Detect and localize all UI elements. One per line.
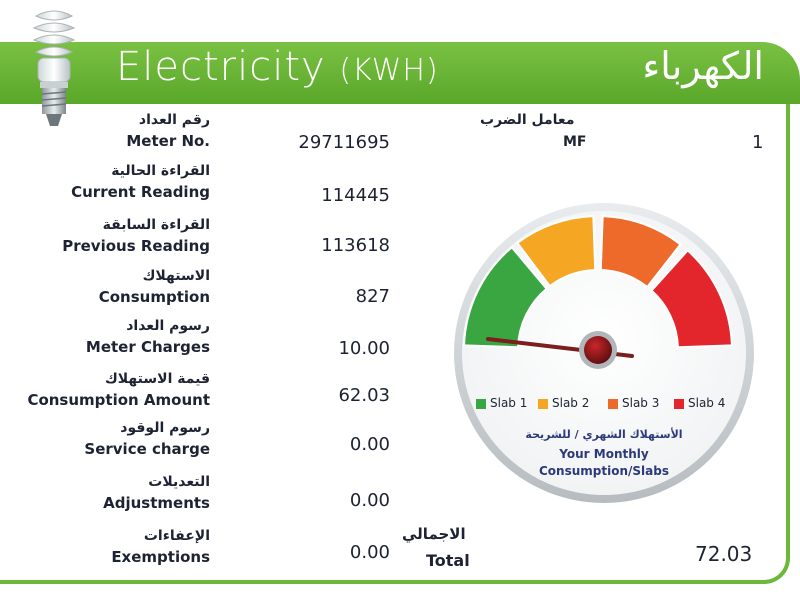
legend-slab-3: Slab 3 bbox=[608, 396, 659, 410]
header-banner: Electricity (KWH) الكهرباء bbox=[0, 42, 800, 104]
consumption-amount-value: 62.03 bbox=[338, 385, 390, 406]
adjustments-value: 0.00 bbox=[349, 490, 390, 511]
previous-reading-label: Previous Reading bbox=[62, 237, 210, 255]
row-meter-no: رقم العداد Meter No. 29711695 bbox=[0, 112, 400, 158]
consumption-value: 827 bbox=[355, 286, 390, 307]
meter-charges-label: Meter Charges bbox=[85, 338, 210, 356]
gauge-hub-icon bbox=[584, 336, 612, 364]
meter-no-label-ar: رقم العداد bbox=[138, 112, 210, 128]
consumption-gauge bbox=[454, 203, 754, 503]
header-title-en: Electricity (KWH) bbox=[116, 44, 439, 90]
row-current-reading: القراءة الحالية Current Reading 114445 bbox=[0, 163, 400, 209]
adjustments-label: Adjustments bbox=[103, 494, 210, 512]
row-service-charge: رسوم الوقود Service charge 0.00 bbox=[0, 420, 400, 466]
row-exemptions: الإعفاءات Exemptions 0.00 bbox=[0, 528, 400, 574]
current-reading-label: Current Reading bbox=[71, 183, 210, 201]
meter-charges-label-ar: رسوم العداد bbox=[126, 318, 210, 334]
service-charge-label: Service charge bbox=[84, 440, 210, 458]
gauge-caption-line-2: Consumption/Slabs bbox=[539, 464, 669, 478]
meter-no-label: Meter No. bbox=[126, 132, 210, 150]
gauge-slab-2 bbox=[515, 215, 597, 288]
legend-slab-1: Slab 1 bbox=[476, 396, 527, 410]
mf-label: MF bbox=[563, 134, 587, 150]
total-label: Total bbox=[426, 551, 470, 570]
gauge-caption-ar: الأستهلاك الشهري / للشريحة bbox=[525, 428, 683, 441]
gauge-slab-4 bbox=[650, 249, 733, 349]
row-previous-reading: القراءة السابقة Previous Reading 113618 bbox=[0, 217, 400, 263]
row-adjustments: التعديلات Adjustments 0.00 bbox=[0, 474, 400, 520]
consumption-amount-label: Consumption Amount bbox=[27, 391, 210, 409]
gauge-legend: Slab 1 Slab 2 Slab 3 Slab 4 bbox=[476, 396, 738, 414]
meter-no-value: 29711695 bbox=[298, 132, 390, 153]
exemptions-label-ar: الإعفاءات bbox=[143, 528, 210, 544]
row-meter-charges: رسوم العداد Meter Charges 10.00 bbox=[0, 318, 400, 364]
mf-label-ar: معامل الضرب bbox=[480, 112, 575, 128]
exemptions-value: 0.00 bbox=[349, 542, 390, 563]
service-charge-label-ar: رسوم الوقود bbox=[120, 420, 210, 436]
current-reading-label-ar: القراءة الحالية bbox=[111, 163, 210, 179]
header-title-ar: الكهرباء bbox=[642, 44, 764, 88]
exemptions-label: Exemptions bbox=[111, 548, 210, 566]
consumption-label: Consumption bbox=[98, 288, 210, 306]
previous-reading-label-ar: القراءة السابقة bbox=[102, 217, 210, 233]
total-label-ar: الاجمالي bbox=[402, 525, 466, 543]
meter-charges-value: 10.00 bbox=[338, 338, 390, 359]
gauge-slab-1 bbox=[463, 245, 548, 349]
row-consumption-amount: قيمة الاستهلاك Consumption Amount 62.03 bbox=[0, 371, 400, 417]
total-value: 72.03 bbox=[695, 542, 753, 566]
service-charge-value: 0.00 bbox=[349, 434, 390, 455]
row-consumption: الاستهلاك Consumption 827 bbox=[0, 268, 400, 314]
adjustments-label-ar: التعديلات bbox=[148, 474, 210, 490]
legend-slab-2: Slab 2 bbox=[538, 396, 589, 410]
gauge-slab-3 bbox=[599, 215, 682, 289]
cfl-bulb-icon bbox=[32, 10, 76, 126]
previous-reading-value: 113618 bbox=[321, 235, 390, 256]
content-frame bbox=[0, 104, 790, 584]
gauge-caption-line-1: Your Monthly bbox=[559, 447, 649, 461]
current-reading-value: 114445 bbox=[321, 185, 390, 206]
legend-slab-4: Slab 4 bbox=[674, 396, 725, 410]
consumption-label-ar: الاستهلاك bbox=[142, 268, 210, 284]
mf-value: 1 bbox=[752, 132, 764, 153]
consumption-amount-label-ar: قيمة الاستهلاك bbox=[104, 371, 210, 387]
